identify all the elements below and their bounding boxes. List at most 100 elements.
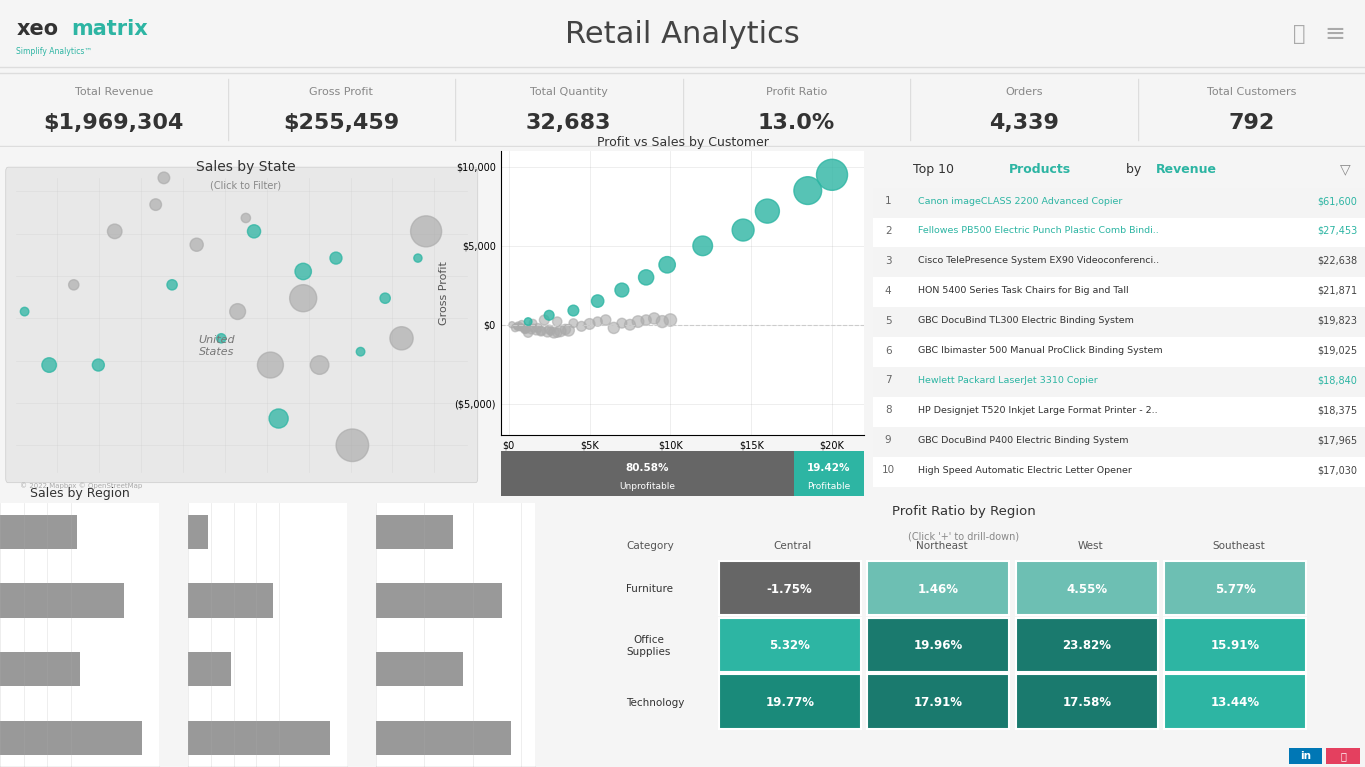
Text: GBC DocuBind P400 Electric Binding System: GBC DocuBind P400 Electric Binding Syste… (917, 436, 1127, 445)
Bar (1289, 749, 1323, 765)
Text: $17,965: $17,965 (1317, 435, 1358, 445)
Text: © 2022 Mapbox © OpenStreetMap: © 2022 Mapbox © OpenStreetMap (19, 482, 142, 489)
Point (635, 272, 657, 284)
Bar (867, 674, 1009, 729)
Bar (718, 674, 861, 729)
Point (509, 321, 531, 333)
Text: $18,840: $18,840 (1317, 376, 1358, 386)
Bar (0, 652, 81, 686)
Point (526, 324, 547, 337)
Point (341, 439, 363, 452)
Bar (874, 248, 1365, 278)
Text: 23.82%: 23.82% (1062, 640, 1111, 653)
Text: Total Quantity: Total Quantity (530, 87, 607, 97)
Text: 19.77%: 19.77% (766, 696, 814, 709)
Point (515, 324, 536, 336)
Point (308, 359, 330, 371)
Point (517, 327, 539, 339)
Bar (718, 617, 861, 673)
Bar (375, 652, 463, 686)
Text: (Click to Filter): (Click to Filter) (210, 181, 281, 191)
Text: 13.0%: 13.0% (758, 114, 835, 133)
Point (546, 327, 568, 339)
Text: West: West (1077, 542, 1103, 551)
Bar (1016, 617, 1158, 673)
Text: Total Customers: Total Customers (1207, 87, 1295, 97)
Point (349, 346, 371, 358)
Text: 1.46%: 1.46% (917, 583, 958, 596)
Text: Cisco TelePresence System EX90 Videoconferenci..: Cisco TelePresence System EX90 Videoconf… (917, 256, 1159, 265)
Point (63, 278, 85, 291)
Point (87, 359, 109, 371)
Point (153, 172, 175, 184)
Point (659, 314, 681, 326)
Text: ≡: ≡ (1324, 22, 1346, 46)
Text: Canon imageCLASS 2200 Advanced Copier: Canon imageCLASS 2200 Advanced Copier (917, 196, 1122, 206)
Point (643, 312, 665, 324)
Text: Fellowes PB500 Electric Punch Plastic Comb Bindi..: Fellowes PB500 Electric Punch Plastic Co… (917, 226, 1159, 235)
Point (797, 184, 819, 196)
Text: 5.77%: 5.77% (1215, 583, 1256, 596)
Bar (874, 337, 1365, 367)
Text: High Speed Automatic Electric Letter Opener: High Speed Automatic Electric Letter Ope… (917, 466, 1132, 475)
Bar (1164, 561, 1306, 615)
Point (635, 314, 657, 326)
Text: 80.58%: 80.58% (625, 463, 669, 472)
Bar (874, 188, 1365, 218)
Text: Retail Analytics: Retail Analytics (565, 19, 800, 48)
Bar (874, 367, 1365, 397)
Point (292, 292, 314, 304)
X-axis label: Revenue: Revenue (658, 456, 707, 466)
Text: Southeast: Southeast (1212, 542, 1265, 551)
Point (186, 239, 207, 251)
Text: Northeast: Northeast (916, 542, 968, 551)
Text: matrix: matrix (71, 19, 147, 39)
Point (517, 315, 539, 328)
Bar (874, 278, 1365, 308)
Text: 13.44%: 13.44% (1211, 696, 1260, 709)
Point (259, 359, 281, 371)
Point (651, 315, 673, 328)
Bar (874, 426, 1365, 456)
Point (612, 317, 633, 329)
Point (530, 325, 551, 337)
Point (603, 322, 625, 334)
Point (374, 292, 396, 304)
Point (14, 305, 35, 318)
Text: Sales by State: Sales by State (197, 160, 296, 174)
Text: $18,375: $18,375 (1317, 405, 1358, 416)
Text: 7: 7 (885, 376, 891, 386)
Text: Gross Profit: Gross Profit (310, 87, 373, 97)
Bar (718, 561, 861, 615)
Point (38, 359, 60, 371)
Point (501, 318, 523, 331)
Title: Sales by Region: Sales by Region (30, 487, 130, 500)
Text: 8: 8 (885, 405, 891, 416)
Text: 10: 10 (882, 465, 894, 475)
Point (538, 324, 560, 336)
Point (161, 278, 183, 291)
Point (243, 225, 265, 238)
Point (546, 315, 568, 328)
Text: Profit Ratio by Region: Profit Ratio by Region (891, 505, 1036, 518)
Text: $61,600: $61,600 (1317, 196, 1358, 206)
Text: 3: 3 (885, 256, 891, 266)
Point (756, 205, 778, 217)
Point (579, 318, 601, 330)
Point (511, 318, 532, 330)
Text: Central: Central (774, 542, 812, 551)
Bar (375, 721, 511, 755)
Text: GBC DocuBind TL300 Electric Binding System: GBC DocuBind TL300 Electric Binding Syst… (917, 316, 1133, 325)
Text: Profitable: Profitable (808, 482, 850, 491)
Text: in: in (1299, 752, 1310, 762)
Point (612, 284, 633, 296)
Text: (Click '+' to drill-down): (Click '+' to drill-down) (908, 532, 1020, 542)
Point (530, 325, 551, 337)
Text: Orders: Orders (1005, 87, 1043, 97)
Point (527, 322, 549, 334)
Text: $1,969,304: $1,969,304 (44, 114, 184, 133)
Bar (1164, 617, 1306, 673)
Text: $21,871: $21,871 (1317, 286, 1358, 296)
Point (521, 317, 543, 329)
Text: Unprofitable: Unprofitable (620, 482, 676, 491)
